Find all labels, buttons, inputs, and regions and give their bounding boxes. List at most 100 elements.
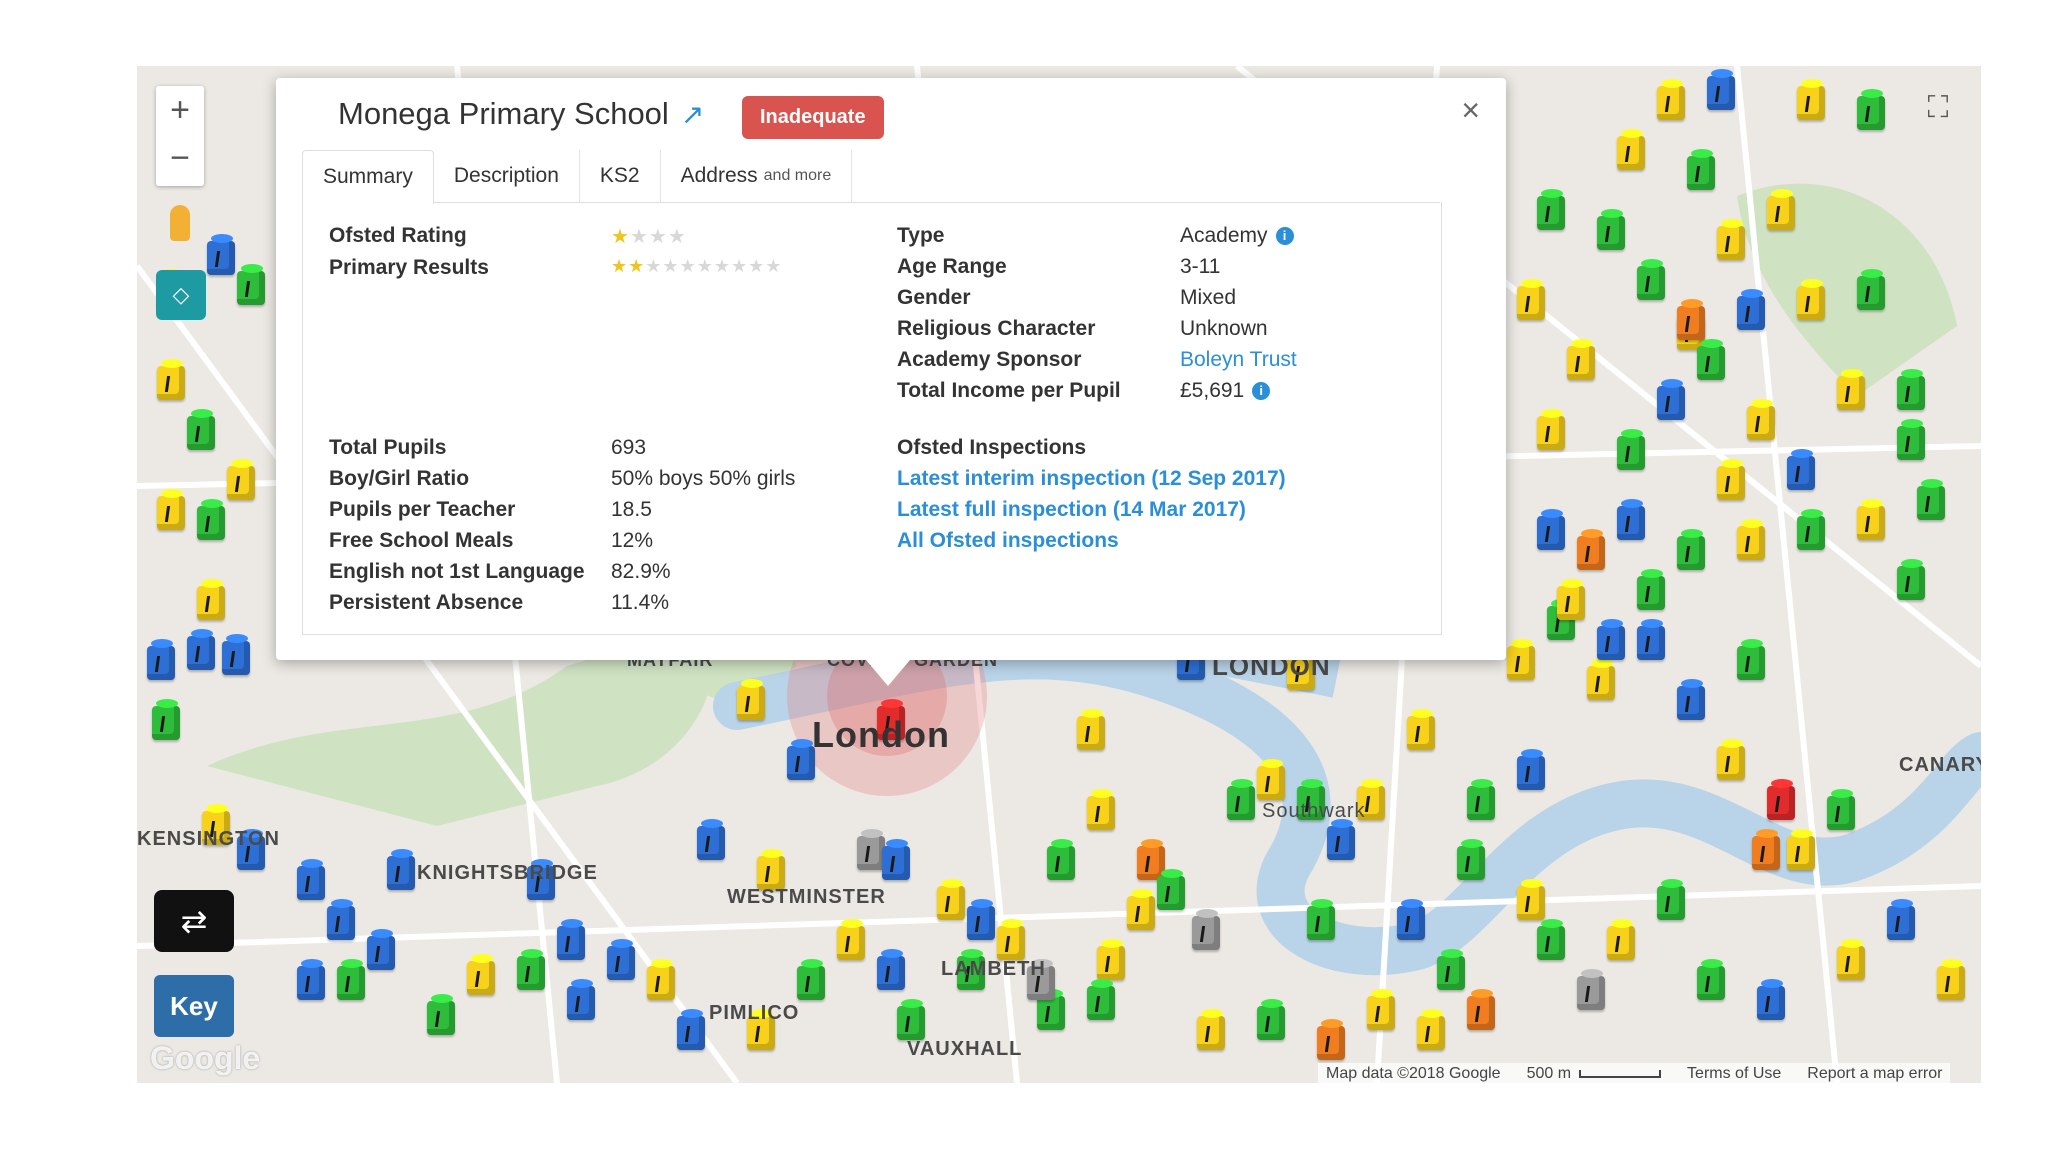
- fullscreen-button[interactable]: ⛶: [1927, 91, 1949, 124]
- school-marker[interactable]: [1467, 786, 1495, 820]
- school-marker[interactable]: [1837, 376, 1865, 410]
- school-marker[interactable]: [787, 746, 815, 780]
- close-button[interactable]: ×: [1461, 92, 1480, 128]
- school-marker[interactable]: [1417, 1016, 1445, 1050]
- school-marker[interactable]: [147, 646, 175, 680]
- school-marker[interactable]: [1717, 226, 1745, 260]
- school-marker[interactable]: [697, 826, 725, 860]
- school-marker[interactable]: [1297, 786, 1325, 820]
- school-marker[interactable]: [747, 1016, 775, 1050]
- school-marker[interactable]: [1857, 276, 1885, 310]
- school-marker[interactable]: [1087, 986, 1115, 1020]
- school-marker[interactable]: [222, 641, 250, 675]
- school-marker[interactable]: [157, 366, 185, 400]
- school-marker[interactable]: [1897, 426, 1925, 460]
- school-marker[interactable]: [527, 866, 555, 900]
- school-marker[interactable]: [237, 836, 265, 870]
- school-marker[interactable]: [1757, 986, 1785, 1020]
- school-marker[interactable]: [1617, 506, 1645, 540]
- school-marker[interactable]: [1717, 746, 1745, 780]
- school-marker[interactable]: [1787, 456, 1815, 490]
- school-marker[interactable]: [1567, 346, 1595, 380]
- school-marker[interactable]: [1327, 826, 1355, 860]
- school-marker[interactable]: [567, 986, 595, 1020]
- school-marker[interactable]: [367, 936, 395, 970]
- school-marker[interactable]: [197, 586, 225, 620]
- school-marker[interactable]: [1047, 846, 1075, 880]
- school-marker[interactable]: [967, 906, 995, 940]
- school-marker[interactable]: [757, 856, 785, 890]
- school-marker[interactable]: [1697, 346, 1725, 380]
- school-marker[interactable]: [1127, 896, 1155, 930]
- school-marker[interactable]: [882, 846, 910, 880]
- full-inspection-link[interactable]: Latest full inspection (14 Mar 2017): [897, 498, 1246, 521]
- zoom-out-button[interactable]: −: [170, 138, 190, 177]
- school-marker[interactable]: [1617, 136, 1645, 170]
- info-icon[interactable]: i: [1252, 382, 1271, 401]
- tab-description[interactable]: Description: [434, 150, 580, 202]
- school-marker[interactable]: [1677, 686, 1705, 720]
- all-inspections-link[interactable]: All Ofsted inspections: [897, 529, 1119, 552]
- school-marker[interactable]: [877, 956, 905, 990]
- school-marker[interactable]: [1857, 506, 1885, 540]
- school-marker[interactable]: [857, 836, 885, 870]
- school-marker[interactable]: [837, 926, 865, 960]
- academy-sponsor-link[interactable]: Boleyn Trust: [1180, 348, 1297, 371]
- school-marker[interactable]: [1367, 996, 1395, 1030]
- school-marker[interactable]: [297, 966, 325, 1000]
- school-marker[interactable]: [1787, 836, 1815, 870]
- school-marker[interactable]: [1637, 576, 1665, 610]
- external-link-icon[interactable]: ↗: [680, 98, 705, 130]
- school-marker[interactable]: [1597, 216, 1625, 250]
- key-button[interactable]: Key: [154, 975, 234, 1037]
- school-marker[interactable]: [1537, 196, 1565, 230]
- school-marker[interactable]: [1657, 86, 1685, 120]
- school-marker[interactable]: [1097, 946, 1125, 980]
- school-marker[interactable]: [1437, 956, 1465, 990]
- zoom-in-button[interactable]: +: [170, 90, 190, 129]
- school-marker[interactable]: [1697, 966, 1725, 1000]
- school-marker[interactable]: [1157, 876, 1185, 910]
- school-marker[interactable]: [337, 966, 365, 1000]
- school-marker[interactable]: [1737, 646, 1765, 680]
- school-marker[interactable]: [1637, 626, 1665, 660]
- school-marker[interactable]: [1737, 526, 1765, 560]
- report-error-link[interactable]: Report a map error: [1807, 1065, 1943, 1082]
- school-marker[interactable]: [1197, 1016, 1225, 1050]
- school-marker[interactable]: [1827, 796, 1855, 830]
- school-marker[interactable]: [1407, 716, 1435, 750]
- school-marker[interactable]: [1637, 266, 1665, 300]
- school-marker[interactable]: [1897, 566, 1925, 600]
- school-marker[interactable]: [1797, 286, 1825, 320]
- school-marker[interactable]: [1287, 656, 1315, 690]
- school-marker[interactable]: [1617, 436, 1645, 470]
- school-marker[interactable]: [937, 886, 965, 920]
- school-marker[interactable]: [152, 706, 180, 740]
- school-marker[interactable]: [207, 241, 235, 275]
- school-marker[interactable]: [1677, 306, 1705, 340]
- school-marker[interactable]: [1767, 196, 1795, 230]
- locate-button[interactable]: ◇: [156, 270, 206, 320]
- school-marker[interactable]: [1517, 756, 1545, 790]
- tab-summary[interactable]: Summary: [302, 150, 434, 204]
- school-marker[interactable]: [1537, 926, 1565, 960]
- school-marker[interactable]: [1917, 486, 1945, 520]
- school-marker[interactable]: [1897, 376, 1925, 410]
- school-marker[interactable]: [1397, 906, 1425, 940]
- school-marker[interactable]: [1077, 716, 1105, 750]
- school-marker[interactable]: [1457, 846, 1485, 880]
- school-marker[interactable]: [1307, 906, 1335, 940]
- school-marker[interactable]: [607, 946, 635, 980]
- selected-school-marker[interactable]: [877, 706, 905, 740]
- school-marker[interactable]: [1227, 786, 1255, 820]
- school-marker[interactable]: [517, 956, 545, 990]
- school-marker[interactable]: [1657, 386, 1685, 420]
- school-marker[interactable]: [737, 686, 765, 720]
- school-marker[interactable]: [1257, 766, 1285, 800]
- terms-link[interactable]: Terms of Use: [1687, 1065, 1782, 1082]
- school-marker[interactable]: [1087, 796, 1115, 830]
- school-marker[interactable]: [1747, 406, 1775, 440]
- school-marker[interactable]: [237, 271, 265, 305]
- school-marker[interactable]: [157, 496, 185, 530]
- school-marker[interactable]: [1707, 76, 1735, 110]
